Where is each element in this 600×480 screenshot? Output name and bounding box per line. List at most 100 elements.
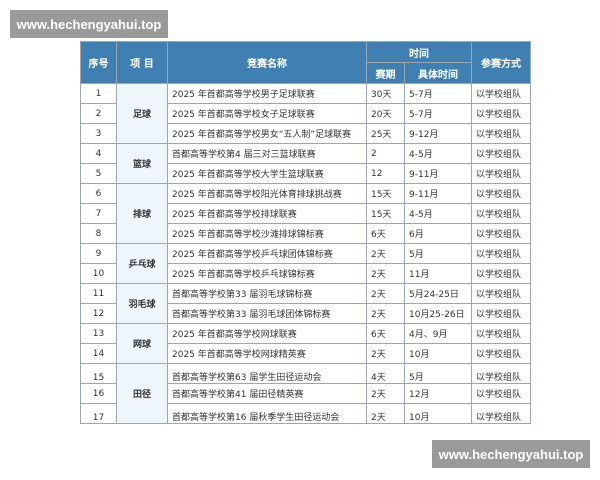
header-name: 竞赛名称 [167, 41, 367, 84]
cell-period: 12 [366, 163, 405, 184]
cell-seq: 13 [80, 323, 117, 344]
cell-name: 2025 年首都高等学校女子足球联赛 [167, 103, 367, 124]
cell-seq: 16 [80, 383, 117, 404]
cell-seq: 7 [80, 203, 117, 224]
cell-method: 以学校组队 [471, 203, 531, 224]
watermark-bottom: www.hechengyahui.top [432, 440, 590, 468]
cell-method: 以学校组队 [471, 403, 531, 424]
cell-project: 篮球 [116, 143, 168, 184]
cell-method: 以学校组队 [471, 123, 531, 144]
cell-name: 首都高等学校第33 届羽毛球锦标赛 [167, 283, 367, 304]
cell-seq: 8 [80, 223, 117, 244]
cell-seq: 4 [80, 143, 117, 164]
cell-date: 4月、9月 [404, 323, 472, 344]
cell-method: 以学校组队 [471, 263, 531, 284]
cell-date: 9-11月 [404, 183, 472, 204]
cell-method: 以学校组队 [471, 323, 531, 344]
cell-seq: 11 [80, 283, 117, 304]
cell-date: 5-7月 [404, 83, 472, 104]
cell-method: 以学校组队 [471, 143, 531, 164]
cell-method: 以学校组队 [471, 163, 531, 184]
cell-period: 2天 [366, 283, 405, 304]
cell-period: 15天 [366, 203, 405, 224]
cell-name: 2025 年首都高等学校阳光体育排球挑战赛 [167, 183, 367, 204]
cell-date: 4-5月 [404, 143, 472, 164]
table-row: 9 乒乓球 2025 年首都高等学校乒乓球团体锦标赛 2天 5月 以学校组队 [80, 243, 531, 284]
cell-date: 10月 [404, 403, 472, 424]
cell-date: 5月 [404, 363, 472, 384]
cell-seq: 3 [80, 123, 117, 144]
cell-method: 以学校组队 [471, 83, 531, 104]
cell-method: 以学校组队 [471, 243, 531, 264]
cell-period: 2天 [366, 303, 405, 324]
cell-date: 9-12月 [404, 123, 472, 144]
cell-project: 田径 [116, 363, 168, 424]
cell-seq: 1 [80, 83, 117, 104]
cell-name: 2025 年首都高等学校乒乓球锦标赛 [167, 263, 367, 284]
cell-method: 以学校组队 [471, 383, 531, 404]
cell-date: 11月 [404, 263, 472, 284]
table-row: 2 2025 年首都高等学校女子足球联赛 20天 5-7月 以学校组队 [80, 103, 531, 124]
cell-method: 以学校组队 [471, 303, 531, 324]
cell-seq: 12 [80, 303, 117, 324]
cell-name: 2025 年首都高等学校网球精英赛 [167, 343, 367, 364]
cell-period: 25天 [366, 123, 405, 144]
table-row: 5 2025 年首都高等学校大学生篮球联赛 12 9-11月 以学校组队 [80, 163, 531, 184]
cell-date: 10月 [404, 343, 472, 364]
header-seq: 序号 [80, 41, 117, 84]
cell-date: 5月 [404, 243, 472, 264]
cell-seq: 17 [80, 403, 117, 424]
cell-period: 2天 [366, 343, 405, 364]
table-row: 11 羽毛球 首都高等学校第33 届羽毛球锦标赛 2天 5月24-25日 以学校组队 [80, 283, 531, 324]
cell-period: 2天 [366, 403, 405, 424]
cell-period: 2天 [366, 383, 405, 404]
cell-name: 首都高等学校第16 届秋季学生田径运动会 [167, 403, 367, 424]
cell-project: 网球 [116, 323, 168, 364]
cell-date: 4-5月 [404, 203, 472, 224]
cell-name: 2025 年首都高等学校沙滩排球锦标赛 [167, 223, 367, 244]
cell-name: 首都高等学校第33 届羽毛球团体锦标赛 [167, 303, 367, 324]
table-row: 12 首都高等学校第33 届羽毛球团体锦标赛 2天 10月25-26日 以学校组队 [80, 303, 531, 324]
cell-name: 2025 年首都高等学校排球联赛 [167, 203, 367, 224]
table-row: 8 2025 年首都高等学校沙滩排球锦标赛 6天 6月 以学校组队 [80, 223, 531, 244]
competition-table: 序号 项 目 竞赛名称 时间 参赛方式 赛期 具体时间 1 足球 2025 年首都高… [80, 41, 531, 424]
header-time: 时间 [366, 41, 472, 63]
watermark-top: www.hechengyahui.top [10, 10, 168, 38]
cell-date: 9-11月 [404, 163, 472, 184]
cell-seq: 9 [80, 243, 117, 264]
table-row: 6 排球 2025 年首都高等学校阳光体育排球挑战赛 15天 9-11月 以学校组队 [80, 183, 531, 244]
cell-name: 首都高等学校第63 届学生田径运动会 [167, 363, 367, 384]
header-period: 赛期 [366, 62, 405, 84]
cell-period: 30天 [366, 83, 405, 104]
cell-date: 5月24-25日 [404, 283, 472, 304]
header-project: 项 目 [116, 41, 168, 84]
cell-project: 排球 [116, 183, 168, 244]
table-row: 1 足球 2025 年首都高等学校男子足球联赛 30天 5-7月 以学校组队 [80, 83, 531, 144]
cell-project: 乒乓球 [116, 243, 168, 284]
cell-period: 2天 [366, 243, 405, 264]
cell-date: 10月25-26日 [404, 303, 472, 324]
cell-date: 5-7月 [404, 103, 472, 124]
cell-date: 12月 [404, 383, 472, 404]
cell-period: 15天 [366, 183, 405, 204]
cell-seq: 10 [80, 263, 117, 284]
cell-period: 2天 [366, 263, 405, 284]
cell-name: 2025 年首都高等学校乒乓球团体锦标赛 [167, 243, 367, 264]
cell-seq: 14 [80, 343, 117, 364]
cell-period: 2 [366, 143, 405, 164]
cell-seq: 6 [80, 183, 117, 204]
cell-method: 以学校组队 [471, 223, 531, 244]
table-row: 4 篮球 首都高等学校第4 届三对三篮球联赛 2 4-5月 以学校组队 [80, 143, 531, 184]
table-row: 14 2025 年首都高等学校网球精英赛 2天 10月 以学校组队 [80, 343, 531, 364]
cell-period: 20天 [366, 103, 405, 124]
table-row: 13 网球 2025 年首都高等学校网球联赛 6天 4月、9月 以学校组队 [80, 323, 531, 364]
cell-name: 2025 年首都高等学校男女“五人制”足球联赛 [167, 123, 367, 144]
table-row: 7 2025 年首都高等学校排球联赛 15天 4-5月 以学校组队 [80, 203, 531, 224]
cell-method: 以学校组队 [471, 183, 531, 204]
cell-method: 以学校组队 [471, 103, 531, 124]
cell-project: 羽毛球 [116, 283, 168, 324]
cell-method: 以学校组队 [471, 343, 531, 364]
cell-method: 以学校组队 [471, 363, 531, 384]
table-row: 3 2025 年首都高等学校男女“五人制”足球联赛 25天 9-12月 以学校组队 [80, 123, 531, 144]
header-method: 参赛方式 [471, 41, 531, 84]
